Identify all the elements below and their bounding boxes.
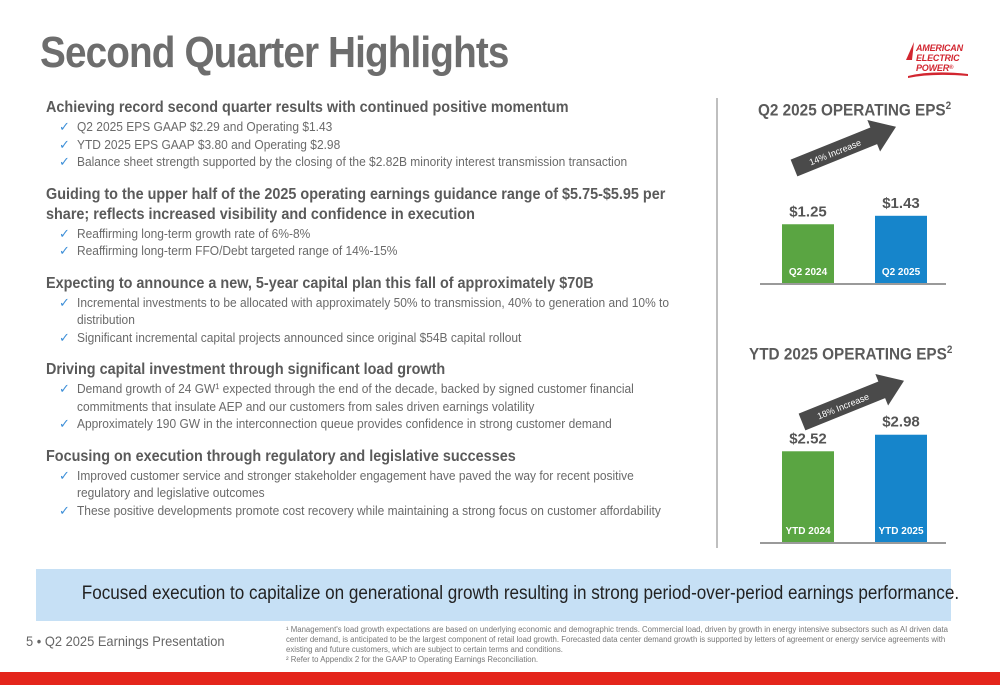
footnote-2: ² Refer to Appendix 2 for the GAAP to Op…	[286, 655, 539, 664]
bar-ytd-2025	[875, 434, 927, 542]
bullet-item: ✓ Improved customer service and stronger …	[59, 467, 634, 501]
check-icon: ✓	[59, 243, 70, 258]
brand-bottom-bar	[0, 672, 1000, 685]
aep-logo: AMERICAN ELECTRIC POWER®	[902, 40, 972, 80]
check-icon: ✓	[59, 416, 70, 431]
column-divider	[716, 98, 718, 548]
check-icon: ✓	[59, 119, 70, 134]
summary-banner: Focused execution to capitalize on gener…	[36, 569, 960, 621]
check-icon: ✓	[59, 136, 70, 152]
footnote-1: ¹ Management's load growth expectations …	[286, 625, 948, 654]
ytd-chart-title: YTD 2025 OPERATING EPS2	[749, 344, 953, 364]
category-label: YTD 2024	[785, 526, 830, 537]
section-heading: Achieving record second quarter results …	[46, 99, 569, 116]
check-icon: ✓	[59, 467, 70, 483]
highlight-section: Focusing on execution through regulatory…	[46, 447, 706, 520]
bullet-item: ✓ These positive developments promote cos…	[59, 502, 661, 518]
bar-value-label: $2.52	[789, 430, 827, 447]
category-label: Q2 2025	[882, 267, 921, 278]
logo-line-1: AMERICAN	[916, 43, 963, 53]
footnotes: ¹ Management's load growth expectations …	[286, 625, 951, 665]
highlight-section: Driving capital investment through signi…	[46, 360, 706, 433]
bullet-item: ✓ Reaffirming long-term growth rate of 6%…	[59, 225, 311, 241]
bar-q2-2024	[782, 224, 834, 283]
bar-q2-2025	[875, 215, 927, 283]
logo-line-3: POWER	[916, 63, 950, 73]
highlights-list: Achieving record second quarter results …	[46, 98, 706, 533]
check-icon: ✓	[59, 294, 70, 310]
bar-value-label: $2.98	[882, 414, 920, 431]
q2-eps-chart: $1.25 Q2 2024 $1.43 Q2 2025 14% Increase	[760, 120, 946, 285]
arrow-shape	[798, 374, 904, 431]
check-icon: ✓	[59, 225, 70, 241]
logo-registered: ®	[949, 65, 954, 71]
arrow-shape	[790, 120, 896, 177]
bullet-item: ✓ Significant incremental capital project…	[59, 329, 522, 345]
logo-swoosh-icon	[906, 42, 968, 78]
increase-arrow: 14% Increase	[790, 120, 896, 177]
q2-chart-title: Q2 2025 OPERATING EPS2	[758, 100, 952, 120]
logo-line-2: ELECTRIC	[916, 53, 960, 63]
section-heading: Focusing on execution through regulatory…	[46, 447, 516, 465]
page-title: Second Quarter Highlights	[40, 28, 509, 77]
bullet-item: ✓ Reaffirming long-term FFO/Debt targeted…	[59, 243, 398, 258]
banner-text: Focused execution to capitalize on gener…	[81, 583, 960, 604]
highlight-section: Guiding to the upper half of the 2025 op…	[46, 185, 706, 260]
section-heading: Driving capital investment through signi…	[46, 361, 446, 378]
bullet-item: ✓ Q2 2025 EPS GAAP $2.29 and Operating $1…	[59, 119, 333, 134]
category-label: Q2 2024	[789, 267, 828, 278]
check-icon: ✓	[59, 381, 70, 396]
category-label: YTD 2025	[878, 526, 923, 537]
section-heading: Guiding to the upper half of the 2025 op…	[46, 185, 666, 223]
highlight-section: Achieving record second quarter results …	[46, 98, 706, 171]
bullet-item: ✓ Incremental investments to be allocated…	[59, 294, 670, 328]
highlight-section: Expecting to announce a new, 5-year capi…	[46, 274, 706, 347]
bar-ytd-2024	[782, 451, 834, 542]
check-icon: ✓	[59, 329, 70, 345]
check-icon: ✓	[59, 502, 70, 518]
bar-value-label: $1.43	[882, 195, 920, 212]
page-footer: 5 • Q2 2025 Earnings Presentation	[26, 633, 225, 649]
section-heading: Expecting to announce a new, 5-year capi…	[46, 274, 594, 292]
bullet-item: ✓ Demand growth of 24 GW¹ expected throug…	[59, 381, 634, 414]
bullet-item: ✓ Balance sheet strength supported by the…	[59, 154, 628, 169]
bar-value-label: $1.25	[789, 203, 827, 220]
bullet-item: ✓ Approximately 190 GW in the interconnec…	[59, 416, 612, 431]
check-icon: ✓	[59, 154, 70, 169]
bullet-item: ✓ YTD 2025 EPS GAAP $3.80 and Operating $…	[59, 136, 341, 152]
